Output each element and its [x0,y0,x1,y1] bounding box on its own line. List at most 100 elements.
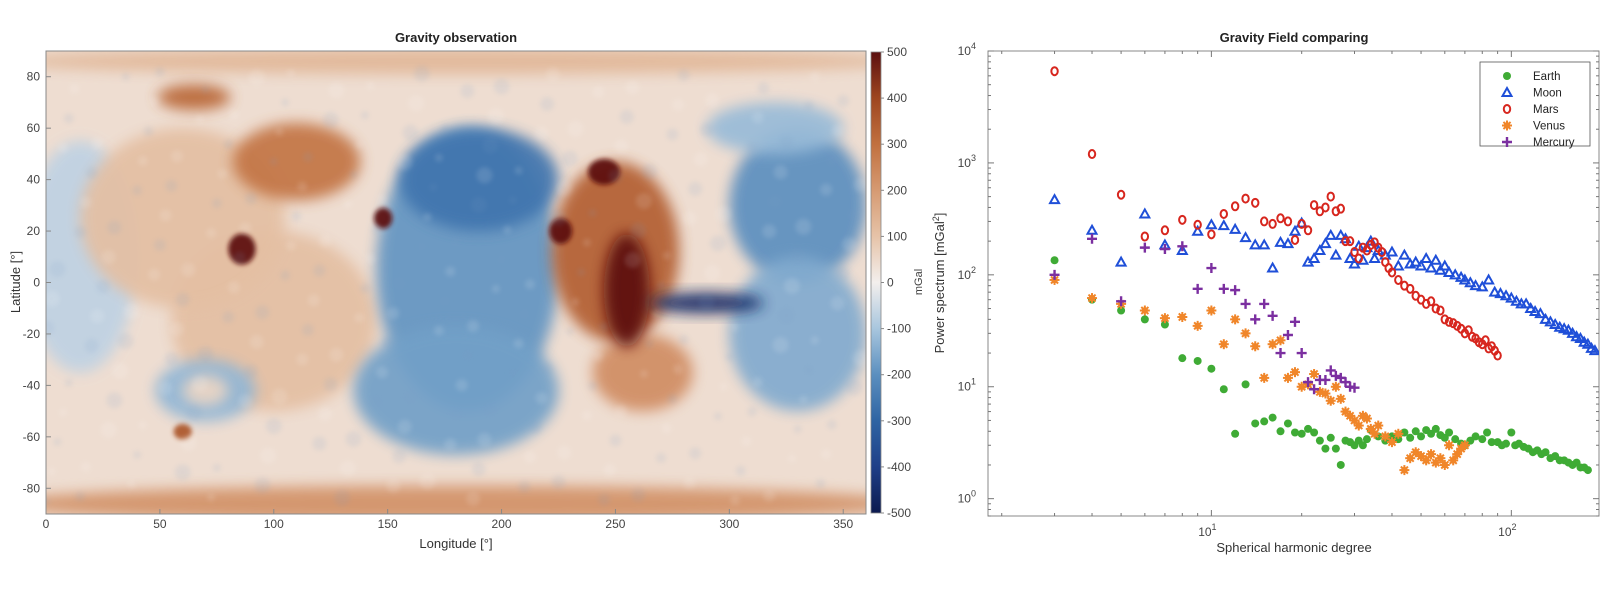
series-venus [1049,274,1470,476]
texture-speck [625,80,640,95]
texture-speck [133,450,142,459]
earth-point [1260,417,1269,426]
earth-point [1231,429,1240,438]
legend-item-moon: Moon [1500,85,1562,100]
texture-speck [461,349,474,362]
texture-speck [90,309,105,324]
colorbar-tick-label: 300 [887,137,907,151]
texture-speck [809,70,820,81]
texture-speck [624,252,641,269]
texture-speck [434,153,443,162]
venus-point [1435,453,1446,464]
texture-speck [355,140,364,149]
texture-speck [518,480,531,493]
texture-speck [741,436,752,447]
texture-speck [197,346,214,363]
earth-point [1411,427,1420,436]
texture-speck [271,388,288,405]
texture-speck [123,303,140,320]
gravity-anomaly [604,233,650,347]
mercury-point [1296,348,1307,359]
moon-point [1534,307,1547,319]
moon-point [1385,245,1399,257]
mars-point [1321,202,1330,213]
venus-point [1289,367,1300,378]
mars-point [1283,216,1293,227]
tick-exponent: 4 [971,41,976,51]
texture-speck [751,111,764,124]
mars-point [1405,283,1415,294]
moon-point [1419,251,1433,263]
texture-speck [132,185,143,196]
texture-speck [529,421,542,434]
x-tick-label: 102 [1498,522,1516,539]
colorbar-tick-label: -300 [887,414,911,428]
x-tick-label: 100 [264,517,284,531]
texture-speck [75,491,86,502]
moon-point [1343,251,1357,263]
mercury-point [1340,377,1351,388]
texture-speck [74,226,87,239]
texture-speck [419,473,436,490]
mercury-point [1250,314,1261,325]
mercury-point [1230,285,1241,296]
texture-speck [63,113,74,124]
texture-speck [439,296,450,307]
venus-point [1218,339,1229,350]
texture-speck [682,211,697,226]
texture-speck [565,327,574,336]
venus-point [1405,453,1416,464]
texture-speck [763,489,776,502]
mercury-point [1116,296,1127,307]
texture-speck [657,281,665,290]
texture-speck [852,349,866,366]
mars-point [1354,253,1363,264]
texture-speck [121,72,130,81]
texture-speck [846,379,863,396]
texture-speck [170,150,183,163]
earth-point [1117,306,1126,315]
texture-speck [413,65,430,82]
moon-point [1581,337,1595,349]
venus-point [1439,459,1450,470]
x-tick-label: 101 [1198,522,1216,539]
mars-point [1336,203,1345,214]
texture-speck [233,251,246,264]
texture-speck [239,222,252,235]
texture-speck [467,319,480,332]
mars-point [1394,274,1403,285]
gravity-anomaly [729,256,866,412]
moon-point [1476,280,1489,292]
texture-speck [286,68,295,77]
texture-speck [841,237,856,252]
mars-point [1207,229,1216,240]
series-mercury [1049,233,1360,395]
mars-point [1260,216,1269,227]
texture-speck [713,412,722,421]
legend-label: Mercury [1533,137,1575,149]
texture-speck [444,438,457,451]
tick-exponent: 2 [1512,522,1517,532]
texture-speck [746,141,759,154]
mercury-point [1320,374,1331,385]
texture-speck [666,128,679,141]
earth-point [1326,433,1335,442]
venus-point [1320,388,1331,399]
texture-speck [387,307,400,320]
earth-point [1207,364,1216,373]
y-tick-label: 20 [27,224,41,238]
mars-point [1297,218,1306,229]
mars-point [1431,303,1441,314]
texture-speck [223,139,234,150]
earth-point [1451,435,1460,444]
texture-speck [222,310,235,323]
moon-point [1442,265,1456,277]
texture-speck [513,338,524,349]
moon-point [1348,257,1361,269]
texture-speck [541,362,554,375]
texture-speck [343,200,352,209]
map-y-label: Latitude [°] [8,251,23,313]
legend: Earth Moon Mars Venus Mercury [1479,61,1591,149]
colorbar-tick-label: 200 [887,183,907,197]
